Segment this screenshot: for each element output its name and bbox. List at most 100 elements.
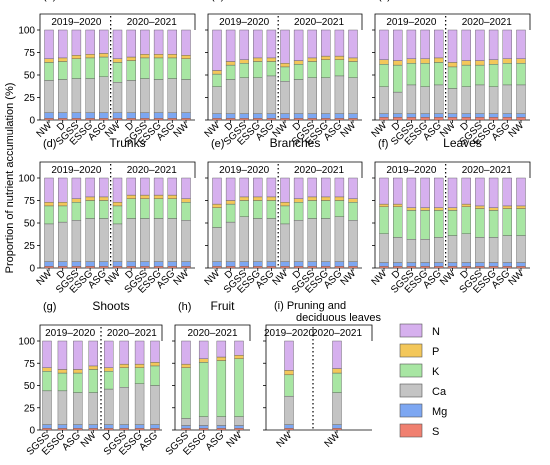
bar-sgss [71,177,82,269]
bar-segment-n [406,177,417,208]
bar-segment-ca [420,86,430,114]
bar-segment-s [153,266,164,269]
bar-segment-n [85,29,95,55]
y-tick-label: 0 [29,426,35,437]
bar-segment-n [112,29,123,59]
bar-segment-ca [71,78,82,113]
bar-d [293,29,304,121]
bar-segment-s [44,266,54,269]
bar-segment-n [140,177,150,196]
bar-segment-k [88,369,98,393]
bar-segment-k [239,200,249,217]
bar-segment-s [140,117,150,121]
y-tick-label: 100 [18,26,35,37]
bar-segment-s [234,428,244,431]
bar-segment-k [99,200,109,219]
bar-segment-mg [488,113,499,118]
bar-segment-ca [112,81,123,113]
bar-segment-ca [307,77,317,114]
bar-segment-k [167,57,178,79]
bar-segment-p [181,198,191,203]
bar-asg [434,177,444,269]
period-label: 2020–2021 [294,165,344,176]
bar-segment-k [284,374,294,397]
bar-segment-s [73,428,83,431]
bar-segment-k [348,61,358,78]
panel-header-frame [39,324,163,341]
bar-segment-n [150,340,160,363]
panel-title: Coarse roots [261,0,330,2]
bar-segment-mg [181,112,191,119]
bar-segment-ca [88,392,98,425]
bar-essg [420,177,430,269]
bar-segment-mg [420,262,430,267]
bar-segment-mg [181,425,191,429]
bar-segment-n [307,29,317,59]
x-tick-label: NW [35,120,55,140]
panel-title: Fruit [211,299,236,313]
bar-segment-mg [406,113,417,118]
bar-segment-mg [99,112,109,119]
period-label: 2020–2021 [127,17,177,28]
panel-letter: (c) [378,0,391,2]
bar-segment-k [266,61,277,77]
bar-asg [216,340,227,431]
bar-segment-ca [502,84,512,114]
bar-segment-k [253,61,263,78]
bar-segment-s [379,117,389,121]
bar-segment-p [348,57,358,62]
bar-segment-mg [167,112,178,119]
panel-letter: (b) [211,0,224,2]
bar-segment-p [167,194,178,199]
panel-letter: (f) [378,138,388,150]
legend-item-p: P [399,343,439,358]
bar-segment-ca [253,77,263,114]
bar-segment-p [239,59,249,64]
bar-segment-ca [167,218,178,262]
legend-swatch [399,323,423,338]
bar-segment-ca [181,220,191,262]
bar-d [393,177,403,269]
bar-nw [379,29,389,121]
bar-nw [348,177,358,269]
bar-d [58,29,68,121]
bar-segment-ca [58,221,68,262]
panel-header-frame [374,161,531,178]
bar-segment-mg [140,261,150,267]
bar-segment-s [307,266,317,269]
bar-segment-s [502,266,512,269]
bar-segment-ca [447,235,458,263]
bar-segment-p [140,194,150,199]
bar-segment-p [150,362,160,367]
bar-d [58,177,68,269]
bar-segment-mg [461,113,471,118]
bar-d [393,29,403,121]
bar-segment-s [126,266,136,269]
bar-segment-n [234,340,244,356]
bar-segment-mg [334,113,345,119]
bar-segment-ca [42,390,52,425]
bar-segment-ca [488,86,499,114]
bar-segment-ca [126,218,136,262]
bar-segment-n [461,177,471,205]
bar-segment-k [502,208,512,236]
bar-segment-p [104,367,114,372]
bar-segment-n [239,29,249,60]
bar-segment-n [239,177,249,198]
bar-segment-p [420,207,430,211]
bar-segment-k [379,63,389,87]
bar-segment-n [420,177,430,208]
bar-segment-k [225,203,236,223]
bar-segment-s [134,428,145,431]
legend-swatch [399,363,423,378]
bar-segment-k [420,210,430,240]
bar-asg [502,177,512,269]
bar-segment-mg [85,261,95,267]
bar-segment-k [85,57,95,79]
bar-nw [234,340,244,431]
bar-d [461,29,471,121]
bar-segment-k [71,58,82,79]
bar-segment-p [348,198,358,203]
period-label: 2020–2021 [127,165,177,176]
